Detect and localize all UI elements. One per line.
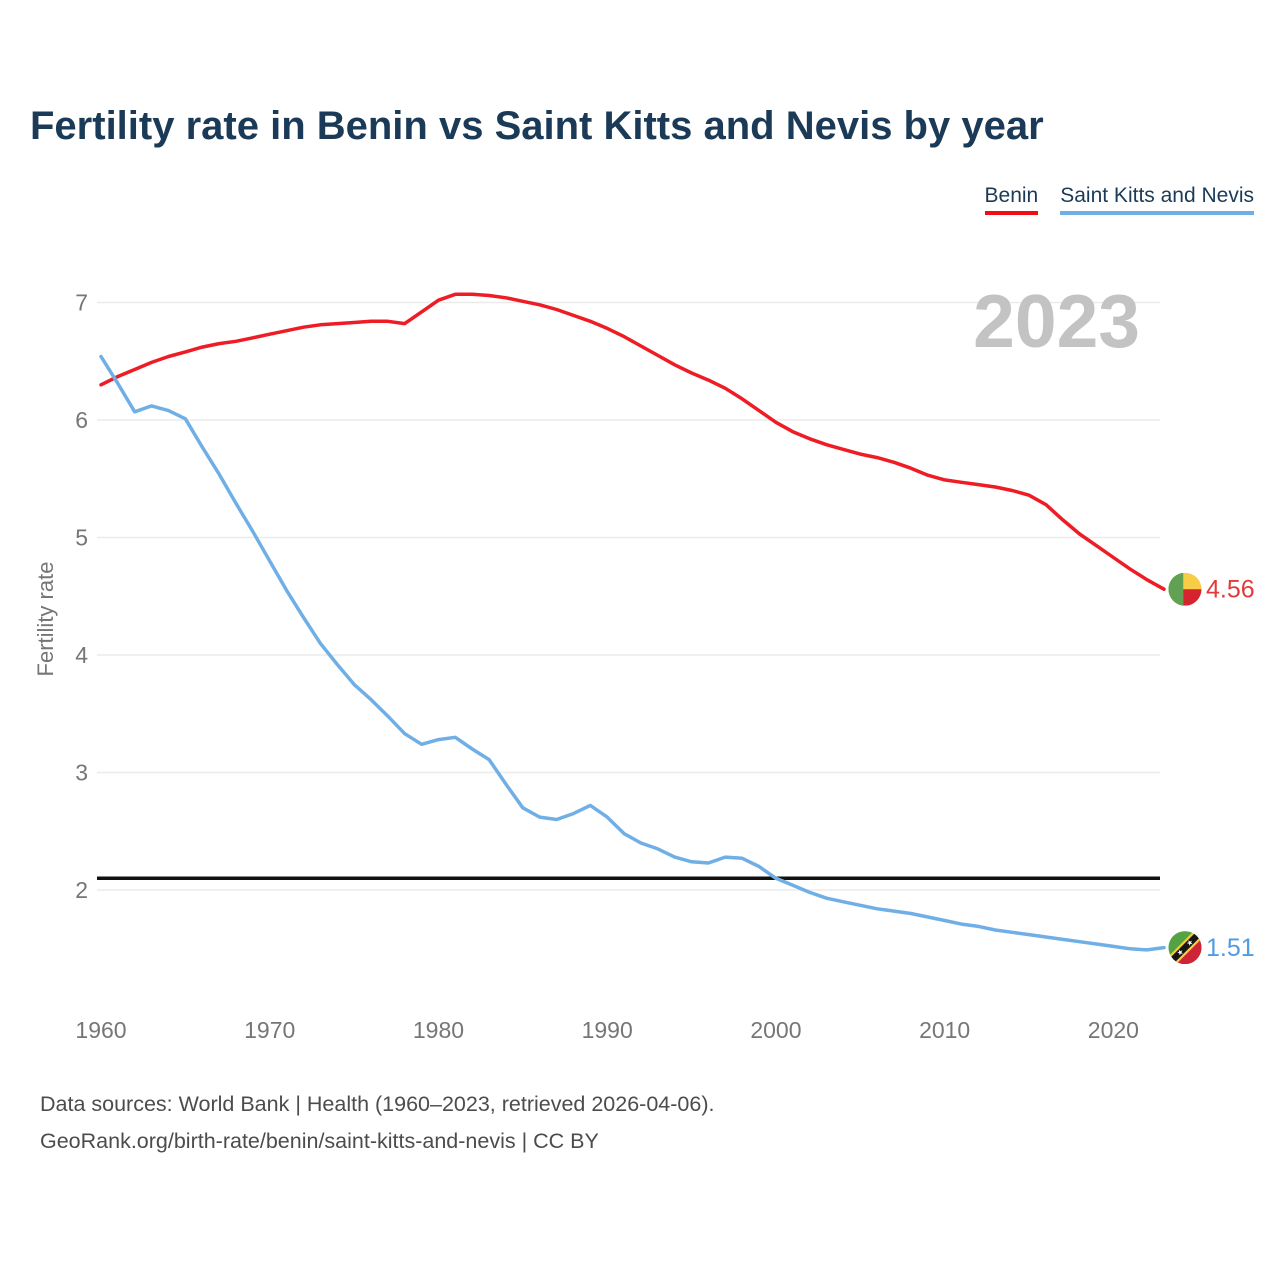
x-axis-labels: 1960 1970 1980 1990 2000 2010 2020 — [75, 1017, 1139, 1043]
saint-kitts-and-nevis-end-value: 1.51 — [1206, 934, 1255, 962]
data-sources-line2[interactable]: GeoRank.org/birth-rate/benin/saint-kitts… — [40, 1129, 599, 1153]
x-tick-label-1980: 1980 — [413, 1017, 464, 1043]
legend-item-benin[interactable]: Benin — [984, 184, 1039, 215]
x-tick-label-2020: 2020 — [1088, 1017, 1139, 1043]
series-lines — [99, 292, 1166, 952]
chart-legend: Benin Saint Kitts and Nevis — [984, 184, 1254, 215]
benin-line — [99, 292, 1166, 591]
y-tick-label-7: 7 — [75, 290, 88, 316]
y-tick-label-3: 3 — [75, 760, 88, 786]
y-tick-label-6: 6 — [75, 407, 88, 433]
y-tick-label-5: 5 — [75, 525, 88, 551]
data-sources: Data sources: World Bank | Health (1960–… — [40, 1086, 714, 1160]
gridlines: 2 3 4 5 6 7 — [75, 290, 1160, 903]
watermark-year: 2023 — [973, 279, 1140, 363]
x-tick-label-1960: 1960 — [75, 1017, 126, 1043]
y-tick-label-4: 4 — [75, 642, 88, 668]
x-tick-label-2010: 2010 — [919, 1017, 970, 1043]
x-tick-label-1990: 1990 — [582, 1017, 633, 1043]
x-tick-label-1970: 1970 — [244, 1017, 295, 1043]
series-end-markers: 4.56 1.51 — [1168, 572, 1255, 965]
x-tick-label-2000: 2000 — [750, 1017, 801, 1043]
page-title: Fertility rate in Benin vs Saint Kitts a… — [30, 104, 1044, 148]
benin-end-value: 4.56 — [1206, 576, 1255, 604]
legend-item-saint-kitts-and-nevis[interactable]: Saint Kitts and Nevis — [1060, 184, 1254, 215]
y-tick-label-2: 2 — [75, 877, 88, 903]
benin-flag-icon: 4.56 — [1168, 572, 1255, 606]
saint-kitts-and-nevis-flag-icon: 1.51 — [1168, 931, 1255, 965]
saint-kitts-and-nevis-line — [99, 354, 1166, 952]
data-sources-line1: Data sources: World Bank | Health (1960–… — [40, 1092, 715, 1116]
